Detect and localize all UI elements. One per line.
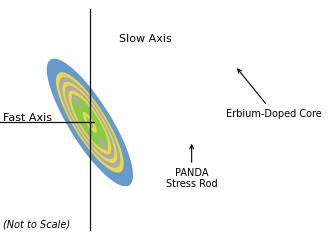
Polygon shape bbox=[98, 136, 108, 151]
Polygon shape bbox=[87, 0, 335, 133]
Polygon shape bbox=[81, 0, 335, 154]
Polygon shape bbox=[82, 0, 335, 150]
Polygon shape bbox=[65, 86, 115, 159]
Polygon shape bbox=[79, 0, 335, 163]
Polygon shape bbox=[72, 95, 108, 150]
Polygon shape bbox=[86, 117, 93, 128]
Polygon shape bbox=[59, 77, 121, 168]
Text: PANDA
Stress Rod: PANDA Stress Rod bbox=[166, 145, 217, 189]
Text: Erbium-Doped Core: Erbium-Doped Core bbox=[226, 69, 322, 119]
Polygon shape bbox=[47, 59, 133, 186]
Polygon shape bbox=[75, 0, 335, 108]
Text: Fast Axis: Fast Axis bbox=[3, 113, 52, 123]
Polygon shape bbox=[62, 82, 117, 163]
Polygon shape bbox=[88, 0, 335, 128]
Polygon shape bbox=[72, 0, 335, 186]
Polygon shape bbox=[101, 0, 335, 151]
Polygon shape bbox=[77, 0, 335, 168]
Polygon shape bbox=[76, 0, 335, 173]
Text: (Not to Scale): (Not to Scale) bbox=[3, 220, 70, 230]
Polygon shape bbox=[72, 94, 81, 108]
Polygon shape bbox=[83, 112, 97, 133]
Polygon shape bbox=[56, 72, 124, 173]
Polygon shape bbox=[80, 0, 335, 159]
Polygon shape bbox=[68, 90, 111, 154]
Text: Slow Axis: Slow Axis bbox=[119, 35, 171, 44]
